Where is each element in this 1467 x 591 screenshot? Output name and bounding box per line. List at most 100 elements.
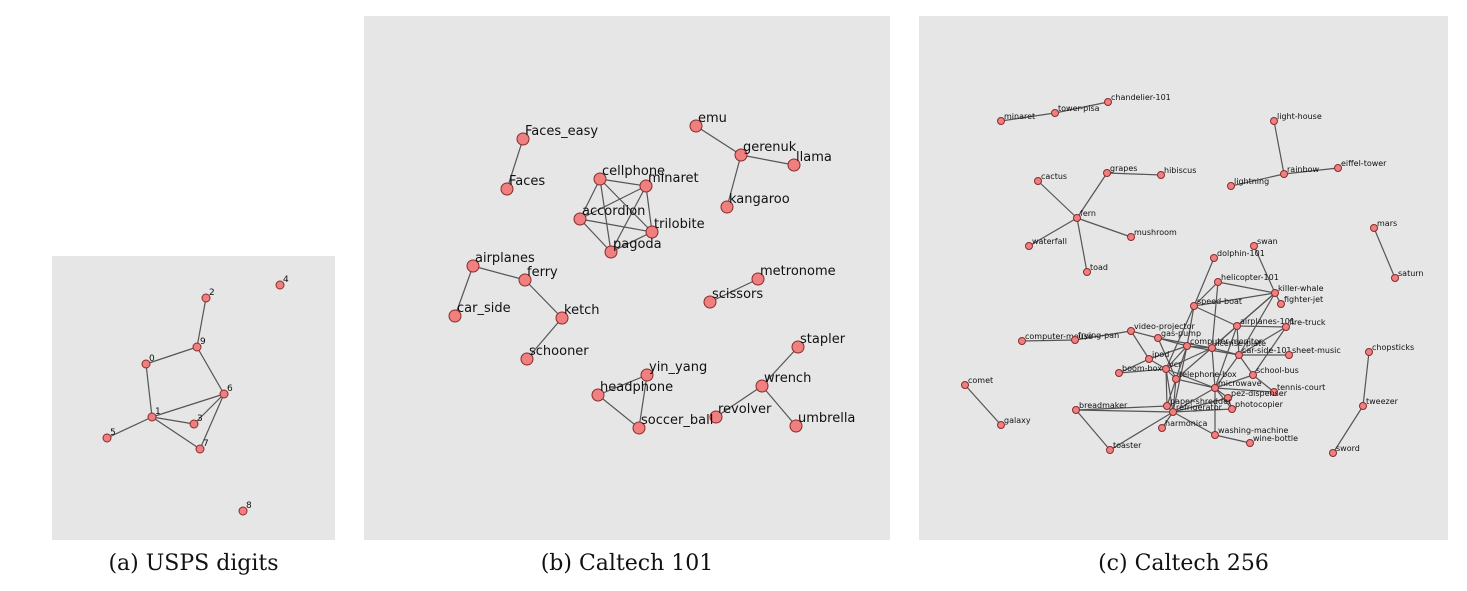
edge-car-side-101-microwave: [1214, 354, 1240, 389]
node-yin-yang: [640, 368, 654, 382]
edge-wrench-revolver: [715, 385, 763, 418]
node-ferry: [518, 273, 532, 287]
node-5: [102, 433, 112, 443]
edge-dolphin-101-speed-boat: [1193, 257, 1215, 307]
edge-minaret-pagoda: [610, 185, 647, 253]
edges: [106, 297, 225, 450]
edge-airplanes-101-car-side-101: [1236, 325, 1240, 356]
edge-minaret-trilobite: [645, 185, 653, 233]
edge-airplanes-101-fire-truck: [1236, 325, 1287, 328]
node-llama: [787, 158, 801, 172]
node-label-7: 7: [203, 439, 209, 449]
node-lightning: [1227, 182, 1235, 190]
node-label-5: 5: [110, 428, 116, 438]
edge-killer-whale-car-side-101: [1238, 292, 1276, 356]
edge-license-plate-computer-monitor: [1186, 345, 1213, 349]
node-cactus: [1034, 177, 1042, 185]
edge-accordion-pagoda: [579, 218, 612, 253]
node-boom-box: [1115, 369, 1123, 377]
node-label-faces: Faces: [509, 174, 545, 189]
caption-caltech101: (b) Caltech 101: [540, 551, 714, 576]
node-label-umbrella: umbrella: [798, 411, 855, 426]
node-soccer-ball: [632, 421, 646, 435]
edge-rainbow-lightning: [1230, 173, 1285, 187]
node-label-kangaroo: kangaroo: [729, 192, 790, 207]
edge-gerenuk-llama: [740, 154, 795, 166]
edge-refrigerator-breadmaker: [1075, 409, 1174, 413]
node-hibiscus: [1157, 171, 1165, 179]
node-label-speed-boat: speed-boat: [1197, 297, 1242, 306]
node-rainbow: [1280, 170, 1288, 178]
edge-speed-boat-computer-monitor: [1186, 305, 1195, 347]
edge-refrigerator-washing-machine: [1172, 411, 1216, 436]
node-7: [195, 444, 205, 454]
edge-helicopter-101-killer-whale: [1217, 281, 1276, 294]
edge-faces-easy-faces: [506, 138, 524, 190]
edge-breadmaker-toaster: [1075, 409, 1111, 451]
edge-tower-pisa-chandelier-101: [1054, 101, 1109, 114]
edge-rainbow-eiffel-tower: [1283, 167, 1339, 175]
edge-1-3: [151, 416, 195, 425]
edge-boom-box-vcr: [1118, 368, 1167, 374]
node-cellphone: [593, 172, 607, 186]
edge-fire-truck-car-side-101: [1238, 326, 1287, 356]
edge-airplanes-car-side: [454, 265, 474, 317]
edge-vcr-microwave: [1165, 368, 1216, 389]
caltech256-graph: minaret tower-pisa chandelier-101 light-hou…: [961, 93, 1424, 457]
node-minaret: [639, 179, 653, 193]
edge-ferry-ketch: [524, 279, 563, 319]
node-label-gas-pump: gas-pump: [1161, 329, 1201, 338]
node-label-swan: swan: [1257, 237, 1278, 246]
panel-usps: 0 1 2 3 4 5 6 7 8 9: [52, 256, 335, 540]
node-label-soccer-ball: soccer_ball: [641, 413, 713, 428]
node-chandelier-101: [1104, 98, 1112, 106]
edge-telephone-box-refrigerator: [1172, 378, 1177, 413]
node-revolver: [709, 410, 723, 424]
node-metronome: [751, 272, 765, 286]
caption-caltech256: (c) Caltech 256: [1098, 551, 1269, 576]
edge-stapler-wrench: [761, 346, 799, 387]
edge-school-bus-tennis-court: [1252, 374, 1275, 393]
edge-ketch-schooner: [526, 317, 563, 360]
usps-graph: 0 1 2 3 4 5 6 7 8 9: [102, 275, 289, 516]
node-label-airplanes: airplanes: [475, 251, 535, 266]
edge-vcr-paper-shredder: [1165, 368, 1168, 407]
edge-1-7: [151, 416, 201, 450]
edge-tweezer-sword: [1332, 405, 1364, 454]
edge-pez-dispenser-refrigerator: [1172, 397, 1229, 413]
node-trilobite: [645, 225, 659, 239]
node-label-breadmaker: breadmaker: [1079, 401, 1128, 410]
node-label-car-side: car_side: [457, 301, 511, 316]
node-label-4: 4: [283, 275, 289, 285]
edge-microwave-photocopier: [1214, 387, 1233, 410]
node-scissors: [703, 295, 717, 309]
node-label-photocopier: photocopier: [1235, 400, 1284, 409]
edge-speed-boat-vcr: [1165, 305, 1195, 370]
node-label-vcr: vcr: [1169, 360, 1182, 369]
node-label-tweezer: tweezer: [1366, 397, 1399, 406]
node-label-schooner: schooner: [529, 344, 589, 359]
node-label-minaret: minaret: [648, 171, 699, 186]
node-label-emu: emu: [698, 111, 727, 126]
node-eiffel-tower: [1334, 164, 1342, 172]
node-sheet-music: [1285, 351, 1293, 359]
edge-fern-toad: [1076, 217, 1088, 273]
node-label-chandelier-101: chandelier-101: [1111, 93, 1171, 102]
edge-vcr-refrigerator: [1165, 368, 1174, 413]
node-emu: [689, 119, 703, 133]
node-computer-monitor: [1183, 342, 1191, 350]
node-0: [141, 359, 151, 369]
edge-speed-boat-killer-whale: [1193, 292, 1276, 307]
node-label-sheet-music: sheet-music: [1292, 346, 1341, 355]
node-label-helicopter-101: helicopter-101: [1221, 273, 1279, 282]
edge-paper-shredder-breadmaker: [1075, 405, 1168, 411]
node-label-yin-yang: yin_yang: [649, 360, 707, 375]
node-swan: [1250, 242, 1258, 250]
edge-cellphone-minaret: [599, 178, 647, 187]
edge-airplanes-101-microwave: [1214, 325, 1238, 389]
node-faces-easy: [516, 132, 530, 146]
node-comet: [961, 381, 969, 389]
node-video-projector: [1127, 327, 1135, 335]
node-1: [147, 412, 157, 422]
